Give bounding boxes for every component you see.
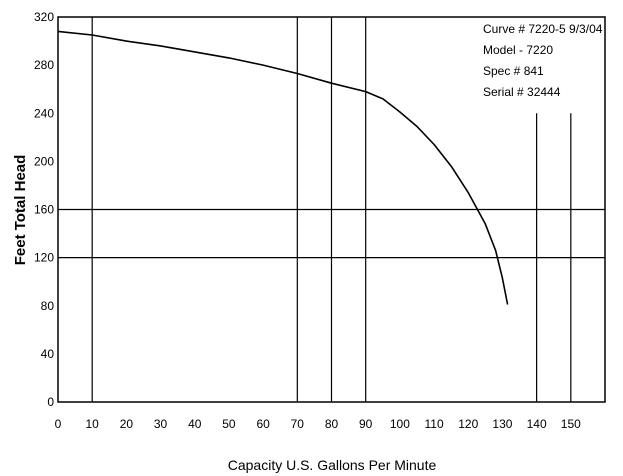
annotation-line: Model - 7220 <box>483 43 553 57</box>
y-tick-label: 240 <box>34 106 54 120</box>
y-tick-label: 40 <box>41 347 55 361</box>
annotation-line: Serial # 32444 <box>483 85 561 99</box>
x-tick-label: 10 <box>86 417 100 431</box>
y-tick-label: 0 <box>47 395 54 409</box>
x-tick-label: 20 <box>120 417 134 431</box>
y-tick-label: 160 <box>34 203 54 217</box>
x-axis-label: Capacity U.S. Gallons Per Minute <box>228 457 437 473</box>
x-tick-label: 120 <box>458 417 478 431</box>
annotation-line: Spec # 841 <box>483 64 544 78</box>
x-tick-label: 90 <box>359 417 373 431</box>
x-tick-labels: 0 10 20 30 40 50 60 70 80 90 100 110 120 130 140 150 <box>55 417 581 431</box>
y-tick-label: 80 <box>41 299 55 313</box>
x-tick-label: 30 <box>154 417 168 431</box>
x-tick-label: 60 <box>256 417 270 431</box>
x-tick-label: 140 <box>527 417 547 431</box>
x-tick-label: 50 <box>222 417 236 431</box>
grid-lines <box>58 17 605 402</box>
y-tick-label: 120 <box>34 251 54 265</box>
x-tick-label: 110 <box>424 417 443 431</box>
y-axis-label: Feet Total Head <box>12 155 29 266</box>
annotation-line: Curve # 7220-5 9/3/04 <box>483 22 603 36</box>
x-tick-label: 150 <box>561 417 581 431</box>
y-tick-label: 200 <box>34 154 54 168</box>
x-tick-label: 70 <box>291 417 305 431</box>
y-tick-labels: 0 40 80 120 160 200 240 280 320 <box>34 10 54 409</box>
x-tick-label: 0 <box>55 417 62 431</box>
series-layer <box>57 30 509 305</box>
y-tick-label: 280 <box>34 58 54 72</box>
series-line-0 <box>57 30 509 305</box>
x-tick-label: 100 <box>390 417 410 431</box>
annotation-block: Curve # 7220-5 9/3/04 Model - 7220 Spec # … <box>483 22 603 99</box>
x-tick-label: 130 <box>492 417 512 431</box>
x-tick-label: 40 <box>188 417 202 431</box>
y-tick-label: 320 <box>34 10 54 24</box>
x-tick-label: 80 <box>325 417 339 431</box>
